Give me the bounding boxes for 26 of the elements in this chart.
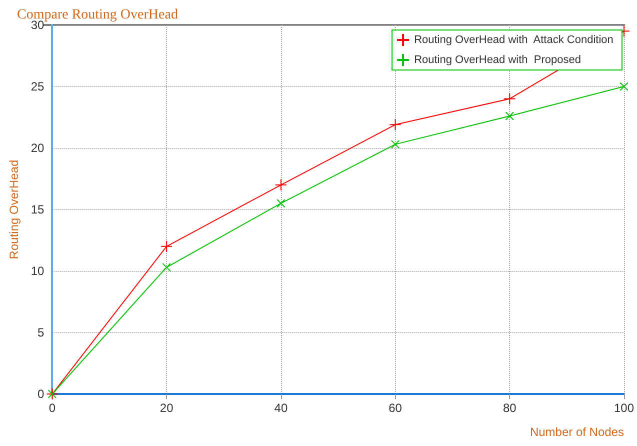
point	[620, 82, 628, 91]
legend-label: Routing OverHead with Attack Condition	[414, 34, 614, 46]
x-tick-label: 0	[48, 401, 56, 415]
x-tick-label: 80	[502, 401, 517, 415]
y-tick-label: 15	[30, 202, 45, 216]
y-tick-label: 25	[30, 80, 45, 94]
point	[504, 92, 516, 105]
y-axis-title: Routing OverHead	[7, 160, 21, 260]
chart-title: Compare Routing OverHead	[17, 8, 178, 22]
point	[389, 118, 402, 131]
x-tick-label: 20	[160, 401, 174, 415]
y-tick-label: 10	[30, 264, 45, 278]
y-tick-label: 0	[38, 387, 45, 401]
point	[160, 240, 173, 252]
point	[276, 198, 286, 208]
x-tick-label: 100	[614, 401, 634, 415]
point	[390, 140, 400, 149]
point	[505, 112, 514, 120]
x-tick-label: 40	[274, 401, 288, 415]
point	[162, 262, 171, 272]
y-tick-label: 20	[30, 141, 45, 155]
point	[274, 178, 287, 191]
x-axis-title: Number of Nodes	[530, 425, 624, 439]
legend-label: Routing OverHead with Proposed	[414, 54, 582, 66]
y-tick-label: 5	[38, 326, 45, 340]
x-tick-label: 60	[388, 401, 402, 415]
